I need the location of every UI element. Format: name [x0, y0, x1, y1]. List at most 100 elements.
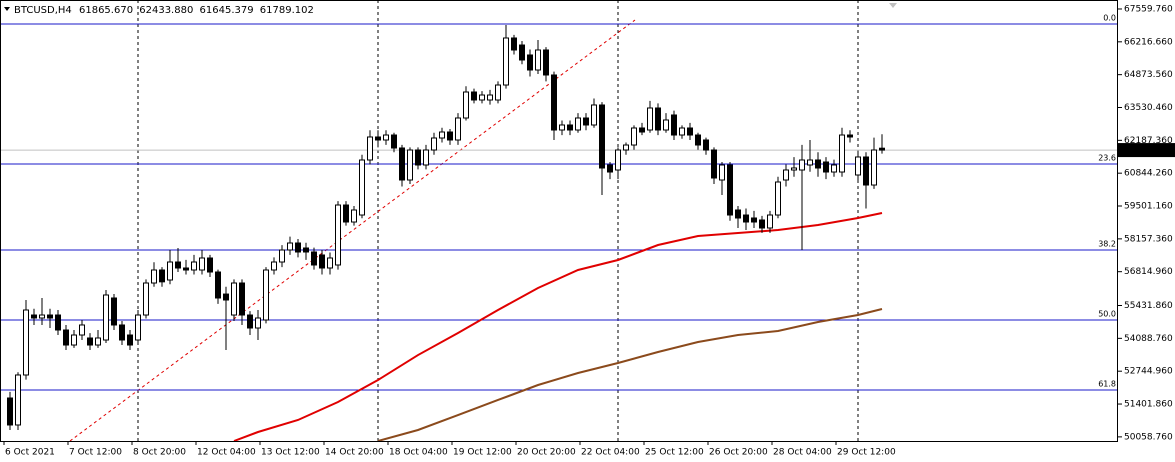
fibo-label: 0.0 — [1103, 14, 1116, 23]
candle-body — [71, 334, 77, 346]
fibo-label: 23.6 — [1098, 153, 1116, 162]
candle-body — [535, 49, 541, 71]
candle-body — [391, 134, 397, 149]
x-tick-label: 20 Oct 20:00 — [517, 448, 576, 458]
candle-body — [343, 204, 349, 223]
candle-body — [159, 269, 165, 283]
candle-body — [623, 144, 629, 151]
candle-body — [447, 131, 453, 141]
candle-body — [255, 317, 261, 329]
candle-body — [375, 136, 381, 141]
candle-body — [103, 294, 109, 341]
candle-body — [591, 104, 597, 126]
fibo-label: 61.8 — [1098, 379, 1116, 388]
candle-body — [287, 242, 293, 251]
candle-body — [511, 37, 517, 51]
candle-body — [327, 257, 333, 269]
candle-body — [567, 124, 573, 131]
candle-body — [879, 147, 885, 151]
candle-body — [863, 156, 869, 186]
x-tick-label: 8 Oct 20:00 — [133, 448, 186, 458]
candle-body — [15, 374, 21, 426]
low-info: 61645.379 — [200, 5, 254, 16]
candle-body — [175, 261, 181, 269]
chart-header: BTCUSD,H4 61865.670 62433.880 61645.379 … — [14, 5, 314, 16]
candle-body — [135, 314, 141, 341]
last-price-label: 61789.102 — [1122, 146, 1171, 156]
candle-body — [855, 156, 861, 176]
candle-body — [695, 134, 701, 146]
candle-body — [559, 124, 565, 131]
y-tick-label: 51401.860 — [1124, 400, 1173, 410]
candle-body — [127, 334, 133, 346]
candle-body — [63, 329, 69, 346]
candle-body — [487, 94, 493, 101]
candle-body — [367, 136, 373, 161]
candle-body — [703, 139, 709, 151]
candle-body — [23, 309, 29, 376]
y-tick-label: 55431.860 — [1124, 301, 1173, 311]
candle-body — [631, 127, 637, 146]
last-price-box — [1118, 143, 1175, 158]
candle-body — [351, 209, 357, 223]
candle-body — [31, 314, 37, 319]
y-tick-label: 63530.460 — [1124, 103, 1173, 113]
candle-body — [831, 164, 837, 173]
x-tick-label: 7 Oct 12:00 — [69, 448, 122, 458]
candle-body — [719, 164, 725, 181]
candle-body — [583, 117, 589, 126]
plot-border — [0, 0, 1118, 442]
y-tick-label: 52744.960 — [1124, 367, 1173, 377]
x-tick-label: 28 Oct 04:00 — [773, 448, 832, 458]
high-info: 62433.880 — [139, 5, 193, 16]
candle-body — [775, 181, 781, 216]
candle-body — [639, 127, 645, 133]
candle-body — [319, 254, 325, 269]
open-info: 61865.670 — [79, 5, 133, 16]
candle-body — [727, 164, 733, 216]
candle-body — [7, 397, 13, 426]
candle-body — [87, 337, 93, 346]
y-tick-label: 66216.660 — [1124, 37, 1173, 47]
moving-average — [377, 308, 883, 441]
candle-body — [839, 134, 845, 173]
candle-body — [815, 159, 821, 169]
candle-body — [823, 161, 829, 173]
candle-body — [295, 242, 301, 253]
candle-body — [663, 119, 669, 131]
candle-body — [191, 261, 197, 271]
candle-body — [231, 282, 237, 316]
candle-body — [399, 147, 405, 181]
candle-body — [207, 257, 213, 273]
plot-area: 0.0 23.6 38.2 50.0 61.8 — [1, 0, 1118, 442]
candle-body — [199, 257, 205, 271]
candle-body — [471, 91, 477, 101]
candle-body — [791, 167, 797, 171]
candle-body — [55, 314, 61, 331]
candle-body — [215, 271, 221, 299]
symbol-title: BTCUSD,H4 — [14, 5, 72, 16]
symbol-menu-icon[interactable] — [4, 7, 10, 11]
candle-body — [767, 214, 773, 229]
candle-body — [223, 293, 229, 301]
y-tick-label: 60844.260 — [1124, 169, 1173, 179]
candle-body — [335, 204, 341, 266]
y-tick-label: 62187.360 — [1124, 136, 1173, 146]
candle-body — [751, 217, 757, 223]
y-tick-label: 50058.760 — [1124, 432, 1173, 442]
x-tick-label: 14 Oct 20:00 — [325, 448, 384, 458]
x-tick-label: 19 Oct 12:00 — [453, 448, 512, 458]
candle-body — [551, 74, 557, 131]
y-tick-label: 56814.960 — [1124, 267, 1173, 277]
candle-body — [599, 104, 605, 169]
candle-body — [407, 149, 413, 181]
candle-body — [495, 84, 501, 101]
candle-body — [543, 49, 549, 76]
candle-body — [455, 117, 461, 141]
candle-body — [615, 149, 621, 171]
candle-body — [575, 117, 581, 131]
y-tick-label: 59501.160 — [1124, 202, 1173, 212]
shift-marker — [889, 3, 897, 8]
candle-body — [799, 159, 805, 171]
